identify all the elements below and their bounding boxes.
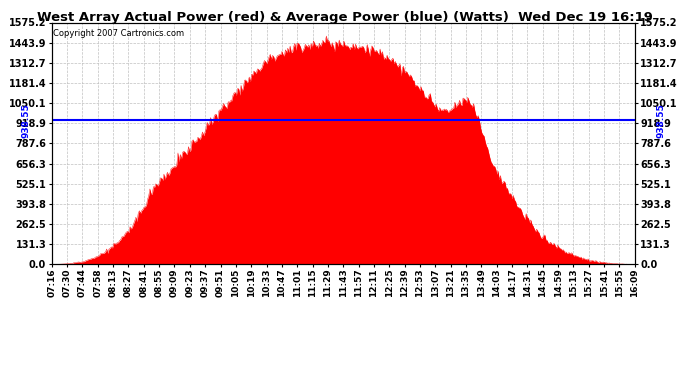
Text: Copyright 2007 Cartronics.com: Copyright 2007 Cartronics.com [54,28,185,38]
Text: 938.55: 938.55 [21,103,30,138]
Text: 938.55: 938.55 [657,103,666,138]
Text: West Array Actual Power (red) & Average Power (blue) (Watts)  Wed Dec 19 16:19: West Array Actual Power (red) & Average … [37,11,653,24]
